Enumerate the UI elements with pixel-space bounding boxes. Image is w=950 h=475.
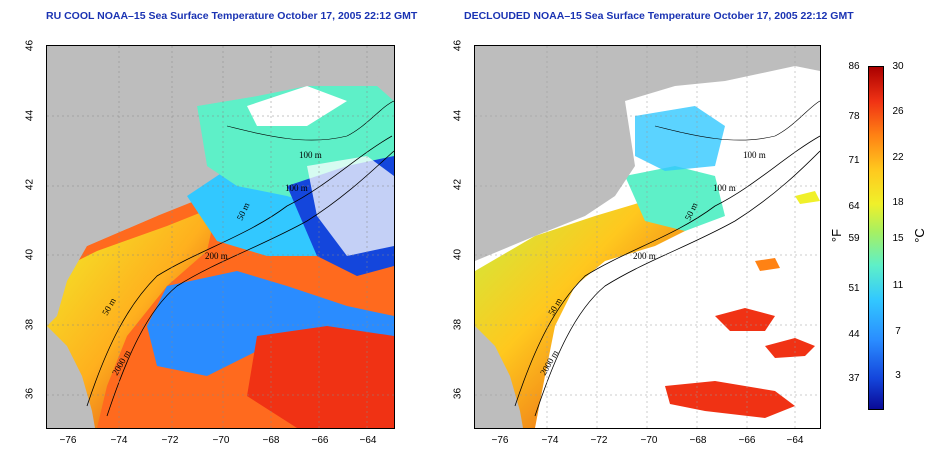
- right-lat-tick: 38: [452, 318, 464, 331]
- left-lon-tick: −76: [59, 435, 77, 446]
- right-sst-field-green: [625, 166, 725, 231]
- temperature-colorbar: [868, 66, 884, 410]
- colorbar-c-tick: 30: [892, 61, 904, 72]
- left-lat-tick: 44: [24, 109, 36, 122]
- left-grid: [47, 46, 394, 428]
- right-lat-tick: 46: [452, 39, 464, 52]
- left-lon-tick: −74: [110, 435, 128, 446]
- right-sst-map[interactable]: 100 m 100 m 50 m 200 m 50 m 2000 m: [474, 45, 821, 429]
- right-lon-tick: −66: [738, 435, 756, 446]
- right-contour-label: 100 m: [743, 150, 766, 160]
- right-contour-line: [534, 150, 820, 417]
- colorbar-f-tick: 86: [848, 61, 860, 72]
- left-lat-tick: 40: [24, 248, 36, 261]
- right-sst-field-warm-spot: [795, 191, 820, 204]
- colorbar-c-tick: 15: [892, 233, 904, 244]
- left-lat-tick: 36: [24, 387, 36, 400]
- left-contour-line: [226, 100, 394, 141]
- left-lat-tick: 42: [24, 178, 36, 191]
- colorbar-f-tick: 59: [848, 233, 860, 244]
- right-sst-field-gulfstream-patch: [715, 308, 775, 331]
- left-lat-tick: 38: [24, 318, 36, 331]
- left-sst-field-shelf: [47, 206, 217, 428]
- right-lon-tick: −76: [491, 435, 509, 446]
- left-lon-tick: −64: [359, 435, 377, 446]
- colorbar-c-tick: 3: [895, 370, 901, 381]
- left-map-title: RU COOL NOAA–15 Sea Surface Temperature …: [46, 10, 418, 22]
- left-contour-label: 100 m: [299, 150, 322, 160]
- left-contour-label: 100 m: [285, 183, 308, 193]
- right-map-canvas: 100 m 100 m 50 m 200 m 50 m 2000 m: [475, 46, 820, 428]
- right-map-title: DECLOUDED NOAA–15 Sea Surface Temperatur…: [464, 10, 854, 22]
- colorbar-celsius-label: °C: [911, 228, 927, 243]
- left-sst-field-red-band: [247, 326, 394, 428]
- colorbar-c-tick: 11: [892, 280, 904, 291]
- right-land-mass: [475, 326, 523, 428]
- left-cloud-patch: [307, 156, 394, 256]
- right-contour-line: [654, 100, 820, 141]
- right-sst-field-gulfstream-patch: [765, 338, 815, 358]
- right-sst-field-cool: [635, 106, 725, 171]
- colorbar-c-tick: 22: [892, 152, 904, 163]
- colorbar-c-tick: 18: [892, 197, 904, 208]
- right-lat-tick: 40: [452, 248, 464, 261]
- colorbar-fahrenheit-label: °F: [829, 228, 845, 243]
- left-land-mass: [47, 246, 87, 326]
- left-sst-map[interactable]: 100 m 100 m 50 m 200 m 50 m 2000 m: [46, 45, 395, 429]
- left-sst-field-cold: [147, 271, 394, 376]
- right-lat-tick: 36: [452, 387, 464, 400]
- right-sst-field-warm-spot: [755, 258, 780, 271]
- colorbar-f-tick: 51: [848, 283, 860, 294]
- left-lon-tick: −70: [212, 435, 230, 446]
- right-sst-field-shelf: [475, 196, 695, 428]
- colorbar-f-tick: 37: [848, 373, 860, 384]
- right-lat-tick: 42: [452, 178, 464, 191]
- colorbar-f-tick: 78: [848, 111, 860, 122]
- left-lat-tick: 46: [24, 39, 36, 52]
- right-lon-tick: −72: [590, 435, 608, 446]
- colorbar-f-tick: 71: [848, 155, 860, 166]
- left-map-canvas: 100 m 100 m 50 m 200 m 50 m 2000 m: [47, 46, 394, 428]
- right-lon-tick: −68: [689, 435, 707, 446]
- left-lon-tick: −66: [311, 435, 329, 446]
- right-lat-tick: 44: [452, 109, 464, 122]
- right-land-mass: [475, 46, 820, 261]
- right-contour-line: [514, 135, 820, 407]
- right-grid: [475, 46, 820, 428]
- left-lon-tick: −72: [161, 435, 179, 446]
- right-lon-tick: −70: [640, 435, 658, 446]
- right-contour-label: 200 m: [633, 251, 656, 261]
- colorbar-f-tick: 64: [848, 201, 860, 212]
- colorbar-c-tick: 7: [895, 326, 901, 337]
- right-lon-tick: −64: [786, 435, 804, 446]
- colorbar-f-tick: 44: [848, 329, 860, 340]
- left-lon-tick: −68: [262, 435, 280, 446]
- right-lon-tick: −74: [541, 435, 559, 446]
- right-sst-field-gulfstream-patch: [665, 381, 795, 418]
- left-land-mass: [47, 46, 394, 261]
- left-contour-line: [86, 135, 393, 407]
- left-contour-label: 200 m: [205, 251, 228, 261]
- left-land-mass: [47, 326, 95, 428]
- left-contour-line: [106, 150, 394, 417]
- colorbar-c-tick: 26: [892, 106, 904, 117]
- right-contour-label: 100 m: [713, 183, 736, 193]
